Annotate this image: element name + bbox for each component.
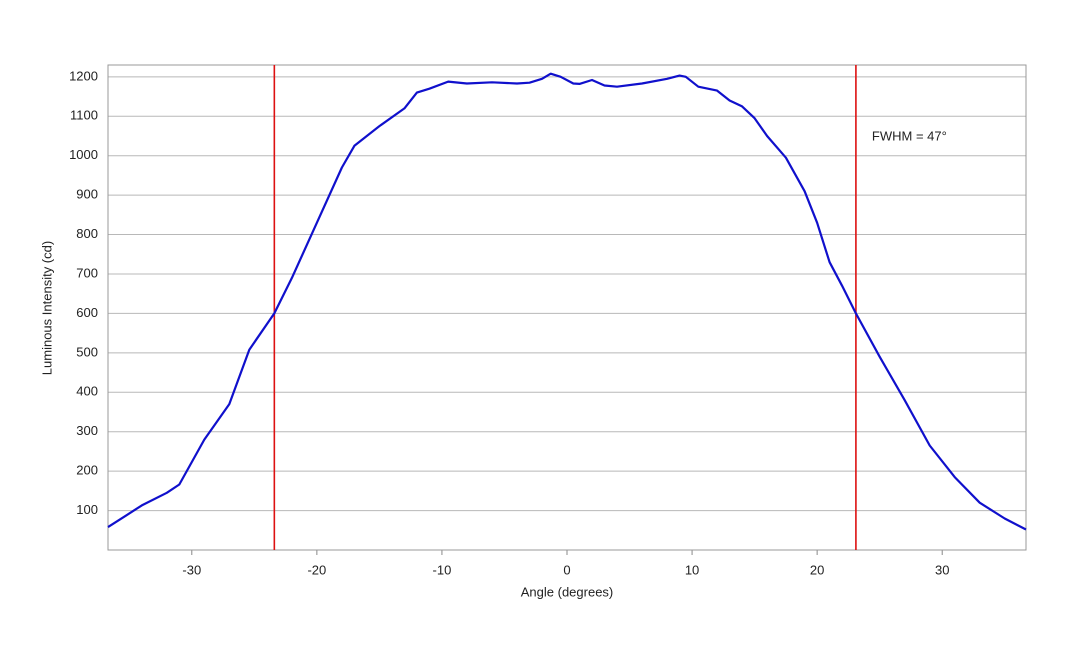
annotation: FWHM = 47°: [872, 128, 947, 143]
y-tick-label: 700: [76, 265, 98, 280]
y-tick-label: 500: [76, 344, 98, 359]
data-line: [107, 72, 1027, 531]
y-tick-label: 900: [76, 187, 98, 202]
x-axis-label: Angle (degrees): [521, 584, 614, 599]
y-tick-label: 400: [76, 384, 98, 399]
x-tick-label: 10: [685, 562, 699, 577]
y-tick-label: 1200: [69, 68, 98, 83]
y-tick-label: 1100: [70, 108, 98, 123]
y-tick-label: 600: [76, 305, 98, 320]
x-tick-label: 0: [563, 562, 570, 577]
y-axis-label: Luminous Intensity (cd): [39, 241, 54, 375]
x-tick-label: -10: [433, 562, 452, 577]
y-tick-label: 200: [76, 463, 98, 478]
y-tick-label: 100: [76, 502, 98, 517]
plot-frame: [107, 64, 1027, 551]
y-tick-label: 1000: [69, 147, 98, 162]
x-tick-label: 30: [935, 562, 949, 577]
x-tick-label: 20: [810, 562, 824, 577]
x-tick-label: -30: [182, 562, 201, 577]
y-tick-label: 800: [76, 226, 98, 241]
x-tick-label: -20: [307, 562, 326, 577]
y-tick-label: 300: [76, 423, 98, 438]
